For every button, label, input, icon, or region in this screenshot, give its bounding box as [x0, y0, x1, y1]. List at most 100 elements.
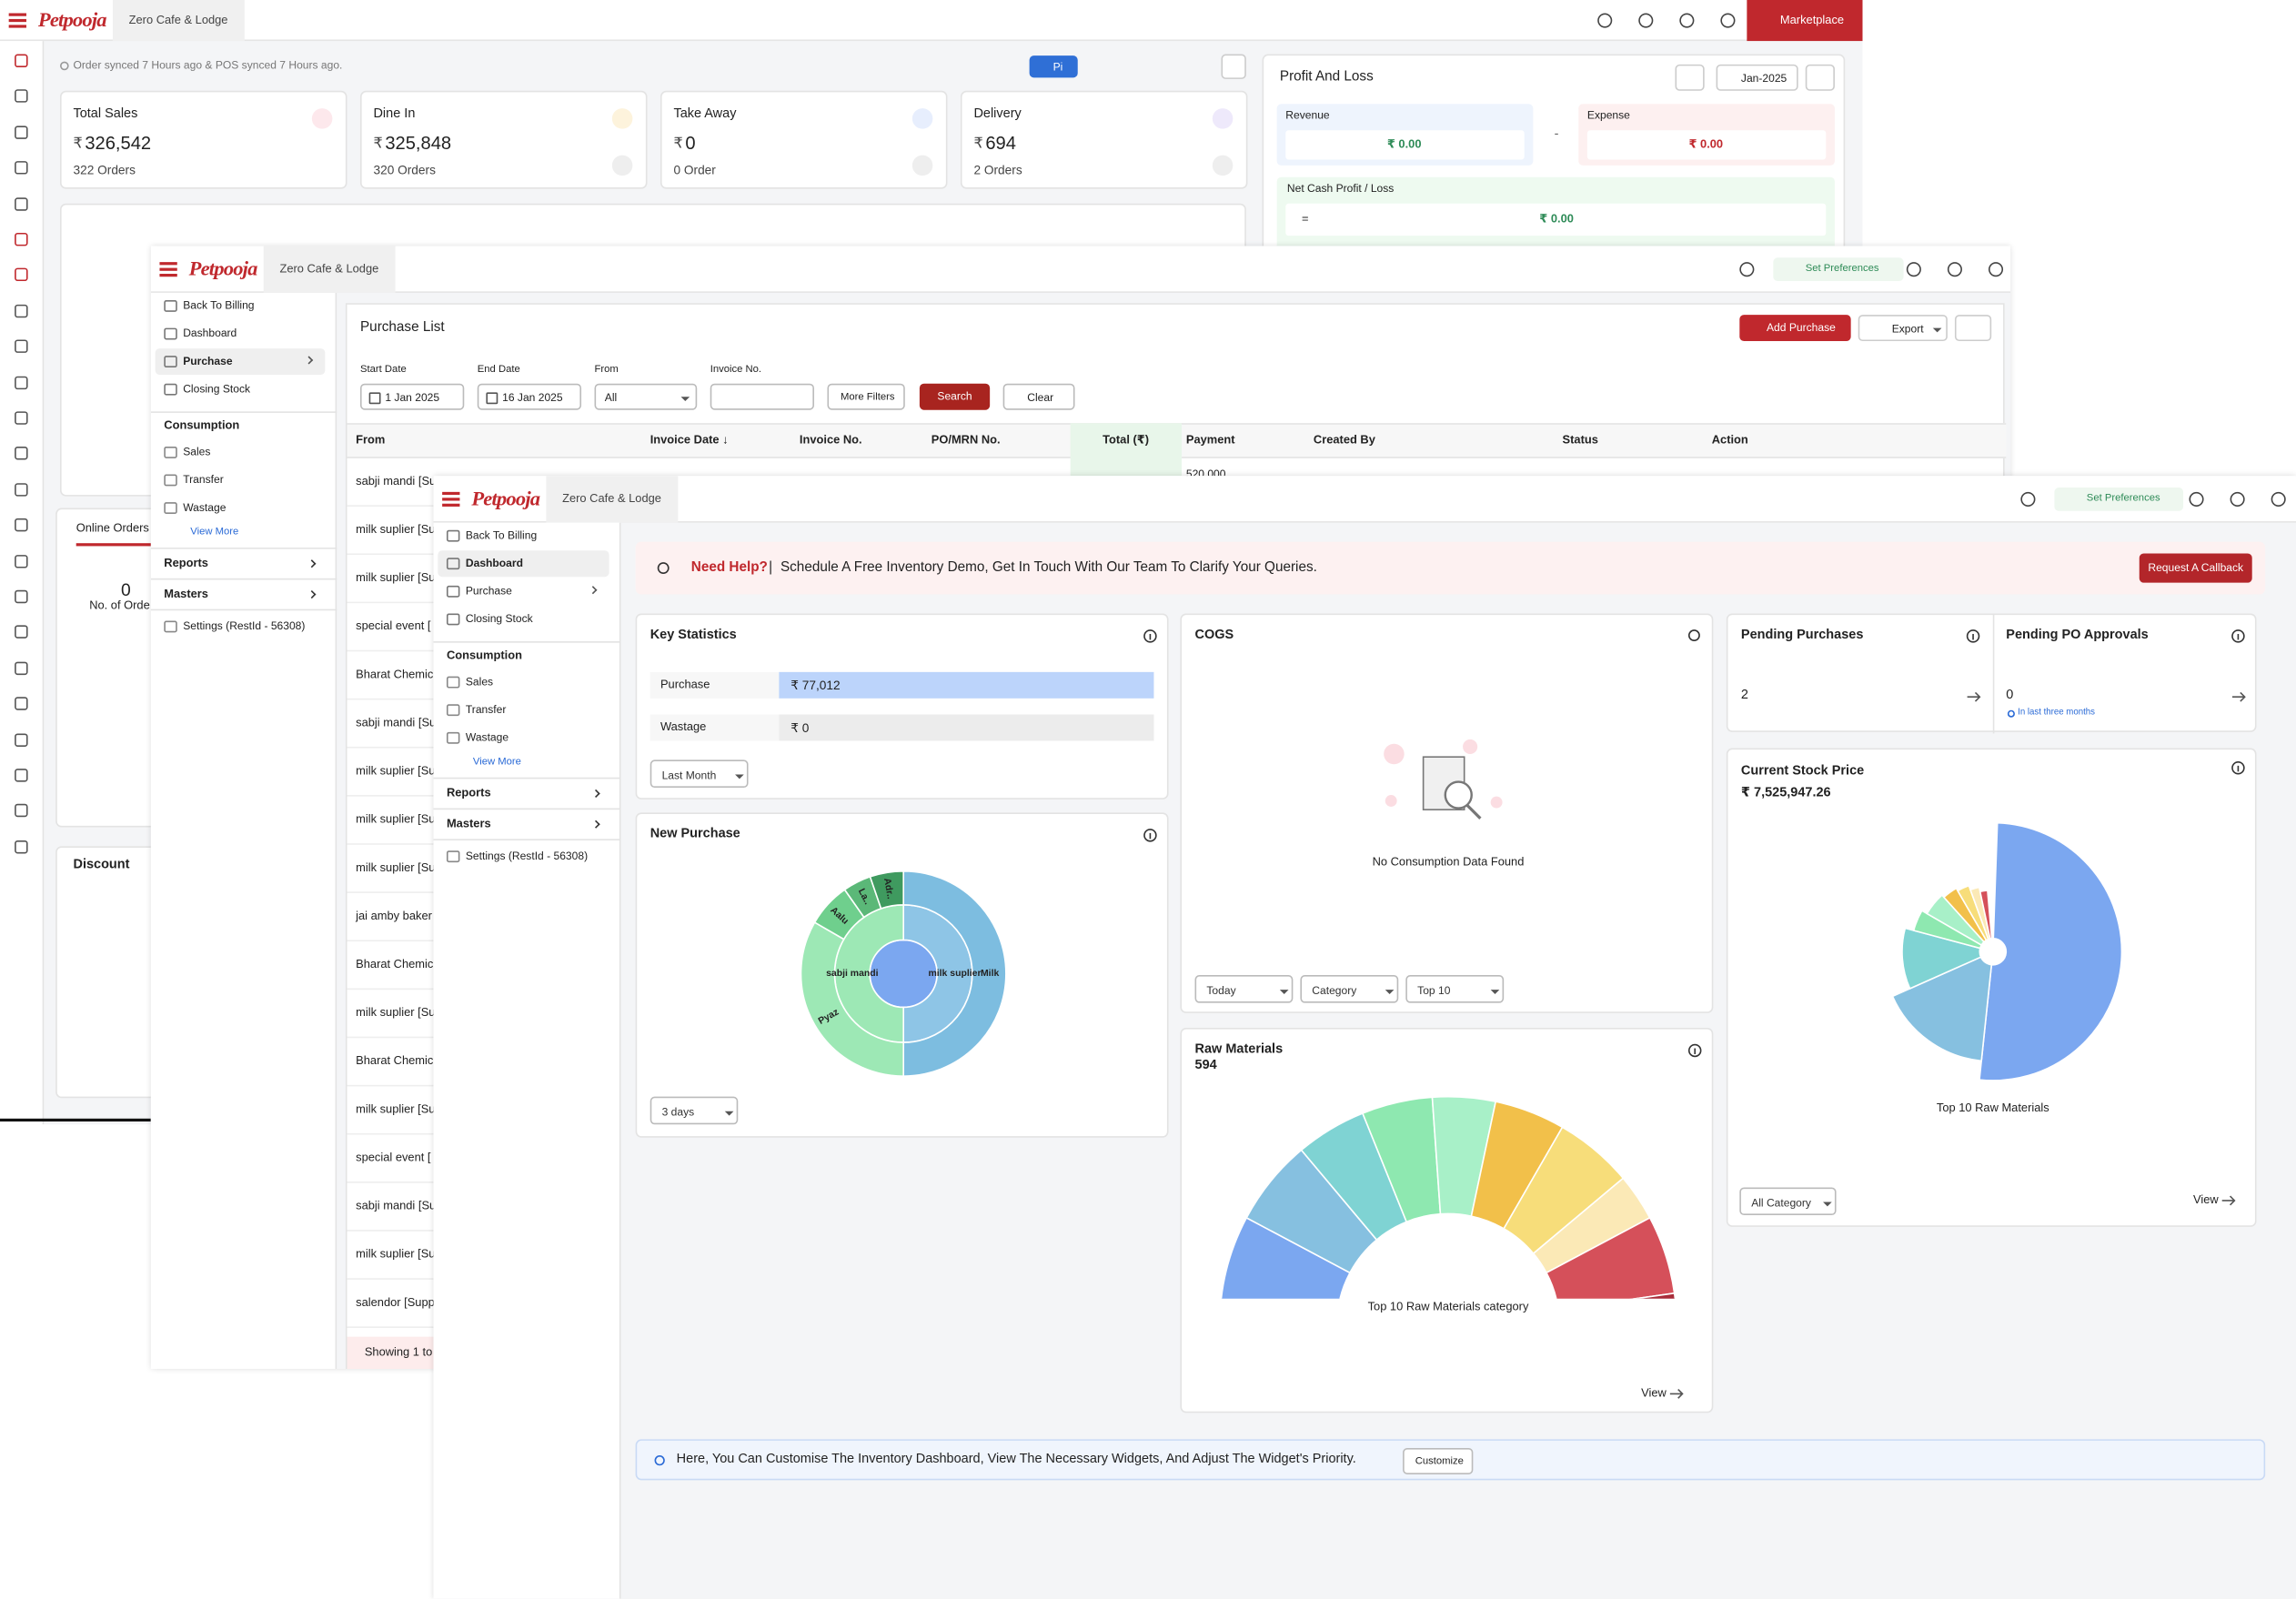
- menu-icon: [446, 613, 460, 626]
- settings: Settings (RestId - 56308): [465, 850, 589, 863]
- card-menu[interactable]: [1212, 155, 1234, 176]
- date-input[interactable]: 16 Jan 2025: [477, 383, 582, 410]
- toolbar-icon[interactable]: [1679, 13, 1695, 28]
- period-select[interactable]: Last Month: [650, 759, 749, 789]
- set-preferences-label: Set Preferences: [2086, 493, 2160, 504]
- nav-icon[interactable]: [15, 518, 28, 532]
- clock-icon[interactable]: [59, 61, 69, 71]
- set-preferences[interactable]: Set Preferences: [1773, 257, 1904, 282]
- toolbar-icon[interactable]: [1638, 13, 1654, 28]
- callback-button[interactable]: Request A Callback: [2139, 553, 2252, 583]
- customize-button[interactable]: Customize: [1403, 1447, 1474, 1474]
- card-menu[interactable]: [611, 155, 633, 176]
- pending-count: 2: [1740, 687, 1748, 702]
- toolbar-icon[interactable]: [1720, 13, 1736, 28]
- nav-icon[interactable]: [15, 804, 28, 818]
- info-icon[interactable]: [1143, 629, 1156, 642]
- menu-toggle[interactable]: [8, 13, 26, 27]
- clear-button-label: Clear: [1027, 391, 1054, 405]
- refresh-button[interactable]: [1805, 64, 1835, 91]
- view-link: View: [1641, 1386, 1667, 1400]
- nav-icon[interactable]: [15, 161, 28, 175]
- info-icon[interactable]: [1143, 828, 1156, 841]
- toolbar-icon[interactable]: [1947, 262, 1962, 277]
- column-header: Payment: [1185, 433, 1235, 447]
- nav-icon[interactable]: [15, 697, 28, 711]
- clear-button[interactable]: Clear: [1002, 383, 1075, 410]
- chart-caption: Top 10 Raw Materials category: [1367, 1300, 1529, 1313]
- operator: -: [1554, 126, 1559, 141]
- search-button[interactable]: Search: [919, 383, 991, 410]
- toolbar-icon[interactable]: [1739, 262, 1755, 277]
- nav-icon[interactable]: [15, 304, 28, 317]
- category-select[interactable]: All Category: [1739, 1187, 1837, 1216]
- nav-icon[interactable]: [15, 769, 28, 782]
- nav-icon[interactable]: [15, 482, 28, 497]
- export-button[interactable]: Export: [1858, 315, 1948, 342]
- divider: [150, 608, 337, 611]
- period-select[interactable]: 3 days: [650, 1096, 739, 1125]
- info-icon[interactable]: [2231, 629, 2244, 642]
- toolbar-icon[interactable]: [2230, 491, 2245, 507]
- set-preferences[interactable]: Set Preferences: [2054, 488, 2184, 511]
- nav-icon[interactable]: [15, 196, 28, 211]
- invoice-input[interactable]: [710, 383, 814, 410]
- arrow-shape: [2231, 691, 2246, 702]
- nav-icon[interactable]: [15, 89, 28, 104]
- nav-icon[interactable]: [15, 554, 28, 568]
- nav-icon[interactable]: [15, 232, 28, 246]
- nav-icon[interactable]: [15, 268, 28, 282]
- menu-toggle[interactable]: [442, 491, 460, 507]
- info-mark: [1693, 1047, 1696, 1054]
- menu-icon: [164, 620, 177, 633]
- nav-icon[interactable]: [15, 589, 28, 604]
- caret: [735, 773, 744, 779]
- nav-icon[interactable]: [15, 447, 28, 461]
- tip-icon[interactable]: [1687, 629, 1700, 642]
- tip-icon[interactable]: [653, 1454, 664, 1465]
- menu-item: Back To Billing: [183, 298, 255, 313]
- nav-icon[interactable]: [15, 732, 28, 747]
- export-button[interactable]: [1675, 64, 1705, 91]
- nav-icon[interactable]: [15, 54, 28, 68]
- panel-title: Profit And Loss: [1279, 68, 1374, 85]
- add-purchase-button[interactable]: Add Purchase: [1739, 315, 1851, 342]
- toolbar-icon[interactable]: [2020, 491, 2036, 507]
- columns-button[interactable]: [1954, 315, 1992, 342]
- nav-icon[interactable]: [15, 376, 28, 389]
- search-button-label: Search: [937, 389, 972, 404]
- nav-icon[interactable]: [15, 411, 28, 425]
- date-input[interactable]: 1 Jan 2025: [359, 383, 465, 410]
- info-icon[interactable]: [1687, 1042, 1701, 1057]
- cogs-filter[interactable]: Top 10: [1405, 975, 1505, 1003]
- support-icon[interactable]: [657, 562, 670, 574]
- more-filters-button[interactable]: More Filters: [827, 383, 905, 410]
- marketplace-button[interactable]: Marketplace: [1747, 0, 1863, 42]
- info-icon[interactable]: [2231, 760, 2244, 774]
- help-banner: Need Help? | Schedule A Free Inventory Dem…: [635, 541, 2266, 595]
- nav-icon[interactable]: [15, 661, 28, 675]
- toolbar-icon[interactable]: [1906, 262, 1921, 277]
- info-icon[interactable]: [1966, 629, 1979, 642]
- toolbar-icon[interactable]: [2189, 491, 2204, 507]
- period-button[interactable]: Jan-2025: [1716, 64, 1798, 91]
- toolbar-icon[interactable]: [1988, 262, 2004, 277]
- nav-icon[interactable]: [15, 625, 28, 639]
- clock-icon[interactable]: [2007, 709, 2015, 717]
- export-label: Export: [1891, 322, 1924, 337]
- column-header: Created By: [1313, 433, 1375, 447]
- sidebar: Back To Billing Dashboard Purchase Closing …: [150, 292, 337, 1370]
- menu-toggle[interactable]: [159, 262, 177, 277]
- pi-button[interactable]: Pi: [1029, 55, 1078, 78]
- cogs-filter[interactable]: Category: [1300, 975, 1399, 1003]
- nav-icon[interactable]: [15, 840, 28, 854]
- refresh-button[interactable]: [1221, 54, 1246, 79]
- toolbar-icon[interactable]: [2271, 491, 2286, 507]
- toolbar-icon[interactable]: [1597, 13, 1613, 28]
- from-select[interactable]: All: [594, 383, 698, 410]
- cogs-filter[interactable]: Today: [1194, 975, 1294, 1003]
- separator: |: [769, 558, 773, 576]
- nav-icon[interactable]: [15, 126, 28, 139]
- card-menu[interactable]: [911, 155, 933, 176]
- nav-icon[interactable]: [15, 339, 28, 354]
